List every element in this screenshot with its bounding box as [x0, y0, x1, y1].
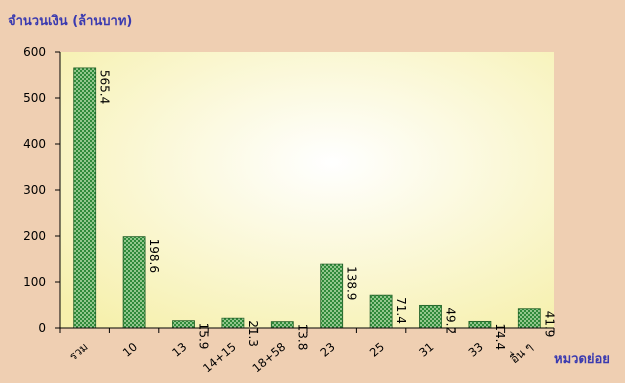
- bar: [468, 320, 492, 329]
- bar: [517, 308, 541, 329]
- x-axis-title: หมวดย่อย: [554, 352, 610, 367]
- data-label: 41.9: [542, 311, 556, 338]
- x-tick-label: 10: [120, 340, 140, 360]
- x-tick-label: 33: [466, 340, 486, 360]
- y-tick-label: 0: [38, 321, 46, 335]
- bar: [419, 304, 442, 329]
- y-tick-label: 300: [23, 183, 46, 197]
- bar: [73, 67, 97, 329]
- y-tick-label: 600: [23, 45, 46, 59]
- data-label: 13.8: [295, 324, 309, 351]
- y-tick-label: 500: [23, 91, 46, 105]
- x-tick-label: รวม: [66, 340, 90, 364]
- y-tick-label: 100: [23, 275, 46, 289]
- bar: [320, 263, 344, 329]
- x-tick-label: 25: [367, 340, 387, 360]
- data-label: 71.4: [394, 297, 408, 324]
- x-tick-label: 13: [169, 340, 189, 360]
- bar: [221, 317, 245, 329]
- x-tick-label: อื่น ๆ: [507, 339, 536, 366]
- x-tick-label: 23: [317, 340, 337, 360]
- bar: [369, 294, 393, 329]
- bar: [122, 236, 146, 329]
- data-label: 49.2: [444, 307, 458, 334]
- data-label: 14.4: [493, 323, 507, 350]
- data-label: 565.4: [98, 70, 112, 104]
- bar: [270, 321, 294, 329]
- y-tick-label: 200: [23, 229, 46, 243]
- data-label: 21.3: [246, 320, 260, 347]
- data-label: 198.6: [147, 239, 161, 273]
- data-label: 15.9: [197, 323, 211, 350]
- data-label: 138.9: [345, 266, 359, 300]
- x-tick-label: 31: [416, 340, 436, 360]
- bar: [172, 320, 195, 329]
- y-tick-label: 400: [23, 137, 46, 151]
- y-axis-title: จำนวนเงิน (ล้านบาท): [8, 14, 133, 29]
